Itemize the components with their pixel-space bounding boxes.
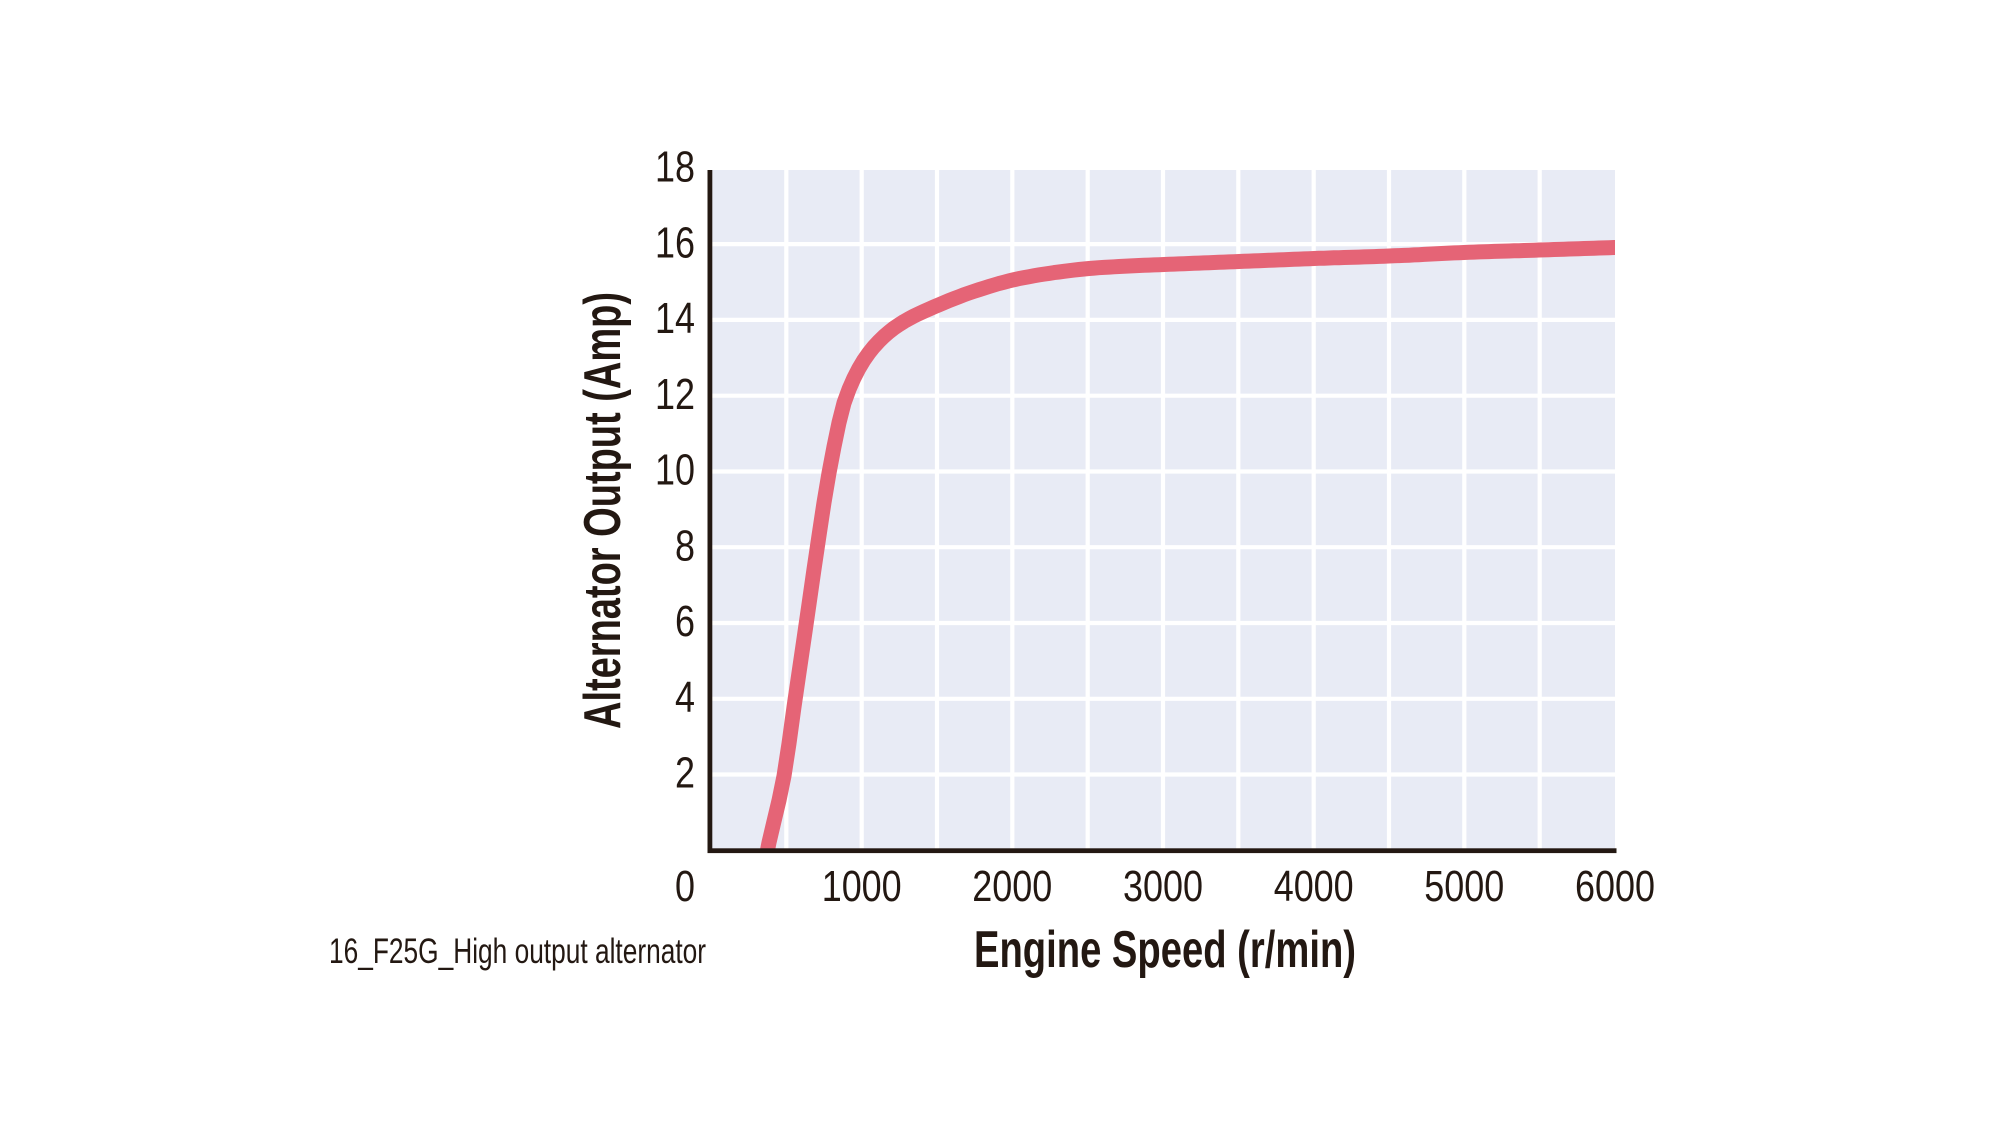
svg-text:18: 18 (655, 143, 695, 192)
svg-text:16_F25G_High output alternator: 16_F25G_High output alternator (329, 932, 706, 971)
svg-text:6: 6 (675, 597, 695, 646)
svg-text:3000: 3000 (1123, 862, 1203, 911)
svg-text:2000: 2000 (972, 862, 1052, 911)
svg-text:1000: 1000 (822, 862, 902, 911)
svg-text:10: 10 (655, 446, 695, 495)
svg-text:Alternator Output (Amp): Alternator Output (Amp) (574, 292, 632, 729)
svg-text:5000: 5000 (1424, 862, 1504, 911)
svg-text:6000: 6000 (1575, 862, 1655, 911)
svg-text:16: 16 (655, 218, 695, 267)
svg-text:2: 2 (675, 749, 695, 798)
svg-text:Engine Speed (r/min): Engine Speed (r/min) (974, 921, 1356, 979)
svg-text:4: 4 (675, 673, 695, 722)
svg-text:14: 14 (655, 294, 695, 343)
svg-text:0: 0 (675, 862, 695, 911)
svg-text:4000: 4000 (1274, 862, 1354, 911)
svg-text:12: 12 (655, 370, 695, 419)
svg-text:8: 8 (675, 521, 695, 570)
